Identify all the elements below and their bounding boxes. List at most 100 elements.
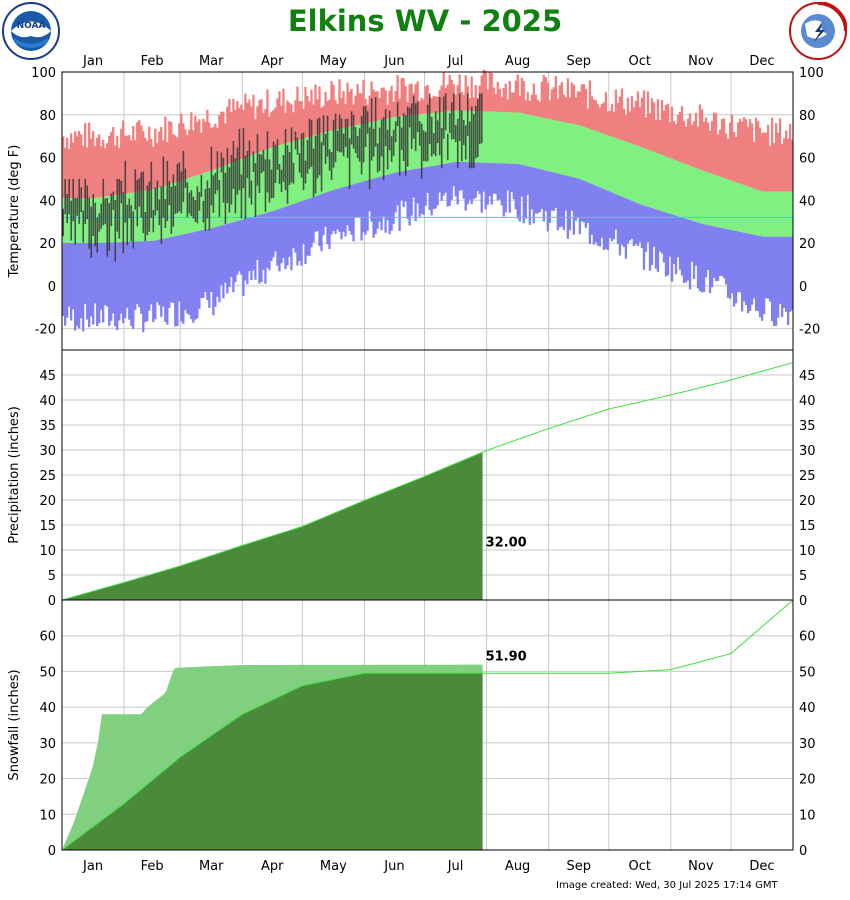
normal-range-bar — [666, 157, 670, 214]
record-high-bar — [486, 89, 489, 112]
record-high-bar — [752, 141, 756, 189]
record-high-bar — [734, 136, 738, 183]
record-high-bar — [628, 111, 632, 143]
record-low-bar — [194, 231, 197, 320]
record-low-bar — [214, 227, 217, 307]
record-low-bar — [780, 236, 784, 317]
record-high-bar — [666, 103, 670, 158]
record-high-bar — [230, 112, 233, 164]
observed-temp-bar — [308, 118, 311, 169]
record-high-bar — [108, 135, 111, 196]
record-low-bar — [302, 200, 305, 244]
record-high-bar — [70, 133, 73, 199]
record-low-bar — [174, 236, 177, 327]
normal-range-bar — [466, 110, 469, 163]
observed-temp-bar — [174, 185, 177, 214]
observed-temp-bar — [100, 203, 103, 229]
record-low-bar — [730, 230, 734, 294]
record-low-bar — [610, 192, 614, 242]
record-high-bar — [194, 115, 197, 176]
y-tick-label-left: 80 — [39, 109, 56, 124]
normal-range-bar — [630, 143, 634, 201]
observed-temp-bar — [442, 96, 445, 139]
record-high-bar — [724, 133, 728, 179]
record-high-bar — [218, 115, 221, 168]
observed-temp-bar — [396, 102, 399, 127]
record-low-bar — [208, 228, 211, 308]
normal-range-bar — [232, 162, 235, 223]
record-low-bar — [318, 194, 321, 247]
record-high-bar — [668, 122, 672, 159]
record-high-bar — [462, 94, 465, 111]
normal-range-bar — [294, 140, 297, 204]
normal-range-bar — [484, 111, 487, 163]
record-low-bar — [626, 199, 630, 244]
record-low-bar — [282, 207, 285, 258]
record-high-bar — [696, 126, 700, 169]
observed-temp-bar — [416, 101, 419, 132]
record-low-bar — [634, 202, 638, 245]
normal-range-bar — [748, 187, 752, 234]
y-tick-label-left: 50 — [39, 665, 56, 680]
observed-temp-bar — [292, 162, 295, 184]
observed-temp-bar — [168, 181, 171, 206]
record-low-bar — [682, 218, 686, 284]
normal-range-bar — [366, 122, 369, 181]
record-low-bar — [202, 230, 205, 299]
record-low-bar — [124, 241, 127, 319]
normal-range-bar — [276, 145, 279, 210]
record-low-bar — [640, 204, 644, 249]
record-high-bar — [170, 121, 173, 184]
record-low-bar — [328, 191, 331, 250]
observed-temp-bar — [180, 171, 183, 214]
record-high-bar — [524, 100, 527, 115]
record-high-bar — [472, 97, 475, 112]
record-low-bar — [624, 198, 628, 259]
record-high-bar — [586, 108, 590, 129]
normal-range-bar — [790, 191, 794, 237]
y-tick-label-left: 10 — [39, 808, 56, 823]
record-low-bar — [120, 242, 123, 314]
observed-temp-bar — [250, 180, 253, 205]
record-low-bar — [248, 217, 251, 272]
month-label-bottom: Mar — [199, 859, 224, 874]
record-low-bar — [480, 162, 483, 213]
record-low-bar — [250, 217, 253, 281]
record-low-bar — [510, 163, 513, 193]
observed-temp-bar — [204, 189, 207, 231]
observed-temp-bar — [336, 130, 339, 152]
record-high-bar — [336, 104, 339, 130]
month-label-bottom: Jul — [447, 859, 464, 874]
record-low-bar — [300, 201, 303, 266]
record-low-bar — [590, 183, 594, 235]
record-high-bar — [168, 121, 171, 185]
y-tick-label-left: 0 — [48, 594, 56, 609]
normal-range-bar — [662, 155, 666, 212]
record-low-bar — [572, 177, 576, 235]
record-low-bar — [400, 171, 403, 201]
record-high-bar — [518, 95, 521, 113]
record-low-bar — [420, 167, 423, 214]
record-high-bar — [294, 100, 297, 141]
observed-temp-bar — [258, 153, 261, 194]
normal-range-bar — [654, 152, 658, 210]
record-high-bar — [202, 118, 205, 174]
record-low-bar — [126, 241, 129, 308]
observed-temp-bar — [310, 120, 313, 167]
normal-range-bar — [768, 191, 772, 237]
observed-temp-bar — [224, 172, 227, 224]
observed-temp-bar — [372, 128, 375, 157]
record-high-bar — [198, 119, 201, 175]
normal-range-bar — [546, 118, 549, 172]
month-label-bottom: Jun — [383, 859, 404, 874]
normal-range-bar — [778, 191, 782, 237]
y-tick-label-right: 0 — [799, 280, 807, 295]
observed-temp-bar — [178, 162, 181, 212]
observed-temp-bar — [454, 124, 457, 143]
record-high-bar — [310, 89, 313, 137]
record-high-bar — [614, 89, 618, 139]
record-high-bar — [384, 90, 387, 120]
normal-range-bar — [602, 133, 606, 190]
record-low-bar — [604, 189, 608, 249]
record-high-bar — [606, 111, 610, 136]
